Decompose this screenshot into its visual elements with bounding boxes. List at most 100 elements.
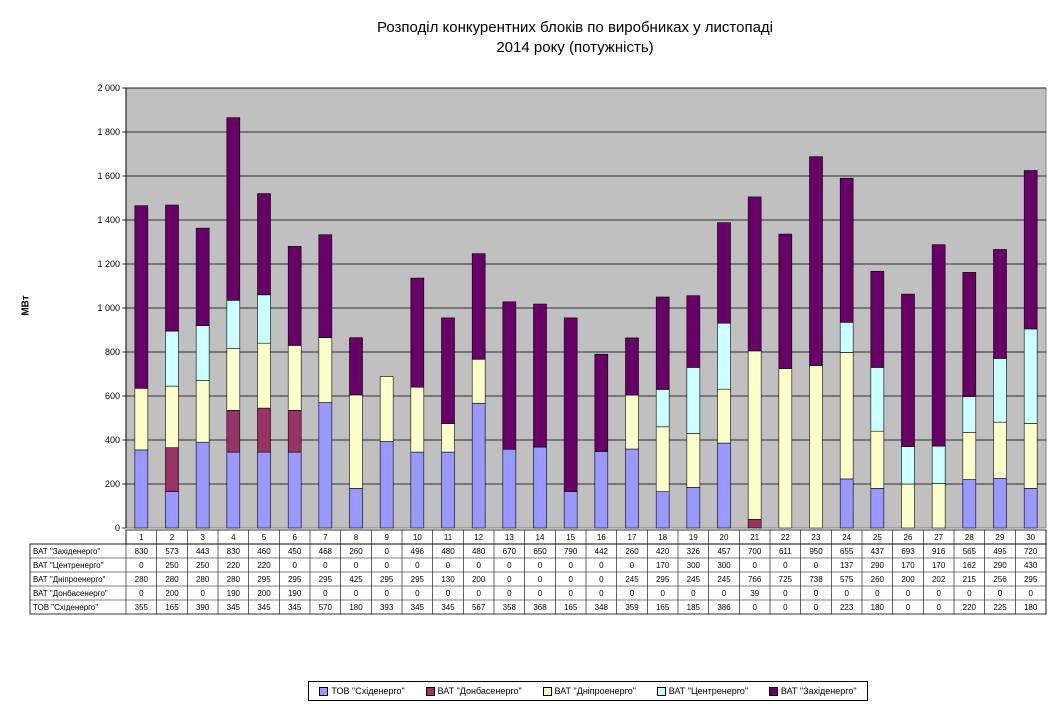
bar-segment: [962, 431, 977, 480]
table-cell-value: 190: [288, 589, 302, 598]
bar-segment: [747, 350, 762, 520]
bar-segment: [625, 448, 639, 529]
bar-segment: [962, 479, 977, 529]
table-cell-value: 0: [814, 603, 819, 612]
table-cell-value: 225: [993, 603, 1007, 612]
table-cell-value: 280: [227, 575, 241, 584]
bar-segment: [165, 447, 179, 493]
table-cell-value: 0: [476, 589, 481, 598]
bar-segment: [993, 249, 1007, 359]
legend-swatch: [768, 686, 778, 696]
table-cell-value: 256: [993, 575, 1007, 584]
bar-segment: [471, 402, 486, 529]
table-cell-value: 386: [717, 603, 731, 612]
bar-segment: [993, 478, 1007, 529]
bar-segment: [870, 270, 885, 368]
bar-segment: [226, 348, 241, 411]
table-cell-value: 185: [687, 603, 701, 612]
table-row-label: ВАТ "Дніпроенерго": [33, 575, 106, 584]
bar-segment: [134, 387, 149, 451]
x-category-label: 22: [781, 533, 790, 542]
legend-item: ВАТ "Донбасенерго": [425, 686, 522, 696]
x-category-label: 13: [505, 533, 514, 542]
bar-segment: [226, 117, 241, 301]
y-tick-label: 800: [105, 347, 120, 357]
bar-segment: [318, 234, 333, 339]
bar-segment: [594, 451, 609, 529]
table-cell-value: 0: [783, 603, 788, 612]
x-category-label: 7: [323, 533, 328, 542]
table-cell-value: 450: [288, 547, 302, 556]
table-cell-value: 295: [411, 575, 425, 584]
bar-segment: [717, 442, 731, 529]
table-cell-value: 480: [472, 547, 486, 556]
bar-segment: [226, 299, 241, 349]
bar-segment: [349, 488, 363, 529]
table-cell-value: 916: [932, 547, 946, 556]
bar-segment: [318, 337, 333, 403]
bar-segment: [165, 204, 179, 332]
table-cell-value: 766: [748, 575, 762, 584]
table-cell-value: 437: [871, 547, 885, 556]
x-category-label: 16: [597, 533, 606, 542]
table-cell-value: 137: [840, 561, 854, 570]
bar-segment: [165, 385, 179, 449]
bar-segment: [1023, 423, 1038, 489]
x-category-label: 3: [200, 533, 205, 542]
table-cell-value: 0: [200, 589, 205, 598]
x-category-label: 30: [1026, 533, 1035, 542]
table-cell-value: 245: [717, 575, 731, 584]
bar-segment: [993, 358, 1007, 423]
bar-segment: [747, 196, 762, 352]
bar-segment: [379, 441, 394, 529]
table-cell-value: 300: [687, 561, 701, 570]
table-cell-value: 0: [752, 603, 757, 612]
legend-label: ВАТ "Донбасенерго": [437, 686, 522, 696]
table-cell-value: 650: [533, 547, 547, 556]
bar-segment: [287, 345, 302, 411]
table-cell-value: 295: [288, 575, 302, 584]
bar-segment: [839, 478, 854, 529]
bar-segment: [257, 407, 271, 453]
table-cell-value: 280: [196, 575, 210, 584]
x-category-label: 9: [384, 533, 389, 542]
legend-label: ВАТ "Західенерго": [780, 686, 857, 696]
table-cell-value: 0: [630, 589, 635, 598]
table-cell-value: 165: [656, 603, 670, 612]
table-cell-value: 670: [503, 547, 517, 556]
table-cell-value: 738: [809, 575, 823, 584]
x-category-label: 5: [262, 533, 267, 542]
table-cell-value: 0: [599, 589, 604, 598]
table-cell-value: 290: [871, 561, 885, 570]
table-cell-value: 693: [901, 547, 915, 556]
table-cell-value: 0: [384, 561, 389, 570]
table-cell-value: 355: [135, 603, 149, 612]
bar-segment: [686, 486, 701, 529]
table-cell-value: 0: [599, 561, 604, 570]
x-category-label: 10: [413, 533, 422, 542]
table-cell-value: 0: [354, 561, 359, 570]
bar-segment: [839, 177, 854, 323]
bar-segment: [533, 446, 547, 529]
legend-item: ВАТ "Центренерго": [656, 686, 748, 696]
bar-segment: [257, 342, 271, 409]
table-cell-value: 300: [717, 561, 731, 570]
bar-segment: [686, 367, 701, 434]
table-cell-value: 830: [135, 547, 149, 556]
bar-segment: [901, 446, 915, 485]
bar-segment: [778, 233, 793, 369]
table-cell-value: 565: [963, 547, 977, 556]
bar-segment: [625, 337, 639, 396]
y-tick-label: 600: [105, 391, 120, 401]
table-cell-value: 245: [687, 575, 701, 584]
bar-segment: [195, 325, 210, 381]
table-cell-value: 0: [998, 589, 1003, 598]
table-cell-value: 0: [783, 561, 788, 570]
x-category-label: 15: [566, 533, 575, 542]
bar-segment: [410, 277, 425, 388]
bar-segment: [226, 451, 241, 529]
table-cell-value: 220: [257, 561, 271, 570]
x-category-label: 6: [292, 533, 297, 542]
bar-segment: [655, 296, 670, 390]
table-row-label: ВАТ "Донбасенерго": [33, 589, 108, 598]
